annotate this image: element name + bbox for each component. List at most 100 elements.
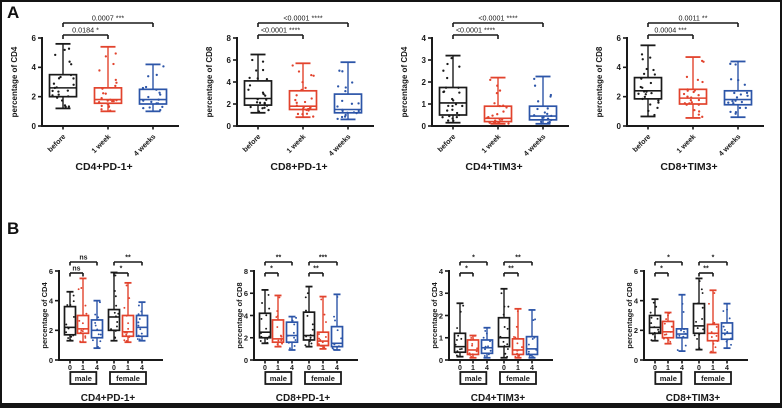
significance-label: *	[667, 255, 670, 262]
group-label-text: male	[660, 374, 677, 383]
y-tick-label: 6	[227, 56, 232, 65]
significance-label: *	[120, 266, 123, 273]
x-tick-label: 0	[653, 365, 657, 372]
data-points	[693, 280, 705, 350]
box-4 weeks-blue: 4 weeks	[132, 63, 168, 158]
group-label-female: female	[304, 371, 342, 385]
box-4-blue: 4	[90, 299, 104, 372]
y-tick-label: 2	[439, 311, 443, 320]
significance-label: ***	[319, 255, 327, 262]
x-tick-label: 1	[321, 365, 325, 372]
group-label-male: male	[654, 371, 683, 385]
y-axis-label: percentage of CD8	[235, 282, 244, 348]
data-points	[97, 52, 118, 112]
significance-bracket: 0.0007 ***	[62, 14, 154, 27]
significance-bracket: **	[503, 255, 533, 266]
y-axis-label: percentage of CD4	[40, 282, 49, 349]
x-tick-label: before	[436, 132, 458, 154]
x-tick-label: 4	[530, 365, 534, 372]
significance-bracket: *	[654, 255, 683, 266]
data-points	[291, 64, 315, 118]
group-label-female: female	[694, 371, 732, 385]
box-before-black: before	[241, 53, 273, 154]
box-0-black: 0	[648, 298, 662, 372]
y-axis-ticks: 0 2 4 6	[617, 34, 627, 131]
y-tick-label: 4	[227, 78, 232, 87]
y-tick-label: 3	[439, 289, 443, 298]
data-points	[708, 292, 719, 353]
chart-cell-b-cd8-tim3: 0 2 4 6 percentage of CD8 0 1 4 0 1 4 * * ** * male fema…	[587, 214, 780, 403]
data-points	[441, 57, 464, 122]
significance-label: *	[465, 266, 468, 273]
significance-label: <0.0001 ****	[456, 26, 496, 35]
box-1 week-red: 1 week	[89, 45, 123, 155]
significance-bracket: *	[459, 266, 474, 277]
y-axis-ticks: 0 2 4 6	[634, 267, 644, 365]
y-tick-label: 4	[422, 34, 427, 43]
data-points	[77, 287, 88, 343]
data-points	[468, 334, 479, 359]
significance-bracket: **	[503, 266, 519, 277]
data-points	[513, 310, 523, 358]
group-label-text: female	[701, 374, 725, 383]
y-tick-label: 0	[244, 356, 248, 365]
data-points	[454, 304, 465, 358]
x-tick-label: 4	[290, 365, 294, 372]
significance-bracket: <0.0001 ****	[257, 14, 349, 27]
box-before-black: before	[631, 44, 663, 154]
box-0-black: 0	[453, 302, 467, 372]
box-4-blue: 4	[135, 301, 149, 372]
y-tick-label: 1	[422, 100, 427, 109]
y-tick-label: 0	[634, 356, 638, 365]
x-tick-label: 1 week	[89, 132, 112, 155]
data-points	[486, 78, 510, 125]
y-axis-ticks: 0 1 2 3 4	[422, 34, 432, 131]
data-points	[676, 302, 687, 351]
x-tick-label: 4 weeks	[717, 132, 743, 158]
data-points	[662, 312, 673, 343]
significance-bracket: *	[264, 266, 279, 277]
y-tick-label: 0	[439, 356, 443, 365]
x-tick-label: 4	[680, 365, 684, 372]
chart-title: CD8+PD-1+	[276, 393, 331, 404]
significance-bracket: *	[654, 266, 669, 277]
x-tick-label: 1	[516, 365, 520, 372]
significance-label: 0.0184 *	[72, 26, 99, 35]
y-tick-label: 2	[244, 334, 248, 343]
x-tick-label: 1	[666, 365, 670, 372]
y-tick-label: 8	[244, 267, 248, 276]
y-tick-label: 6	[244, 289, 248, 298]
significance-bracket: *	[459, 255, 488, 266]
data-points	[91, 301, 102, 348]
box-0-black: 0	[302, 285, 316, 372]
data-points	[286, 316, 298, 350]
significance-bracket: 0.0004 ***	[647, 26, 694, 39]
data-points	[482, 329, 492, 359]
group-label-text: male	[270, 374, 287, 383]
x-tick-label: 4	[335, 365, 339, 372]
y-tick-label: 0	[227, 122, 232, 131]
boxplot-a-cd4-tim3: 0 1 2 3 4 percentage of CD4 before 1 week 4 week…	[400, 14, 569, 173]
box-4-blue: 4	[675, 293, 689, 372]
x-tick-label: 0	[458, 365, 462, 372]
y-tick-label: 2	[422, 78, 427, 87]
box-0-black: 0	[107, 271, 121, 372]
y-axis-ticks: 0 2 4 6 8	[244, 267, 254, 365]
significance-label: *	[472, 255, 475, 262]
chart-cell-a-cd8-pd1: 0 2 4 6 8 percentage of CD8 before 1 week 4 week…	[197, 2, 392, 214]
significance-label: **	[313, 266, 319, 273]
axes	[643, 270, 748, 361]
x-tick-label: 4 weeks	[132, 132, 158, 158]
box-1 week-red: 1 week	[479, 76, 513, 155]
data-points	[304, 292, 314, 347]
group-label-male: male	[69, 371, 98, 385]
chart-title: CD8+PD-1+	[270, 161, 327, 173]
chart-cell-b-cd4-pd1: 0 2 4 6 percentage of CD4 0 1 4 0 1 4 ns ns * ** male fe…	[2, 214, 197, 403]
y-axis-label: percentage of CD8	[205, 46, 214, 117]
x-tick-label: before	[631, 132, 653, 154]
significance-label: <0.0001 ****	[478, 14, 518, 23]
y-tick-label: 2	[634, 326, 638, 335]
box-1-red: 1	[706, 289, 720, 372]
box-1 week-red: 1 week	[284, 62, 318, 155]
